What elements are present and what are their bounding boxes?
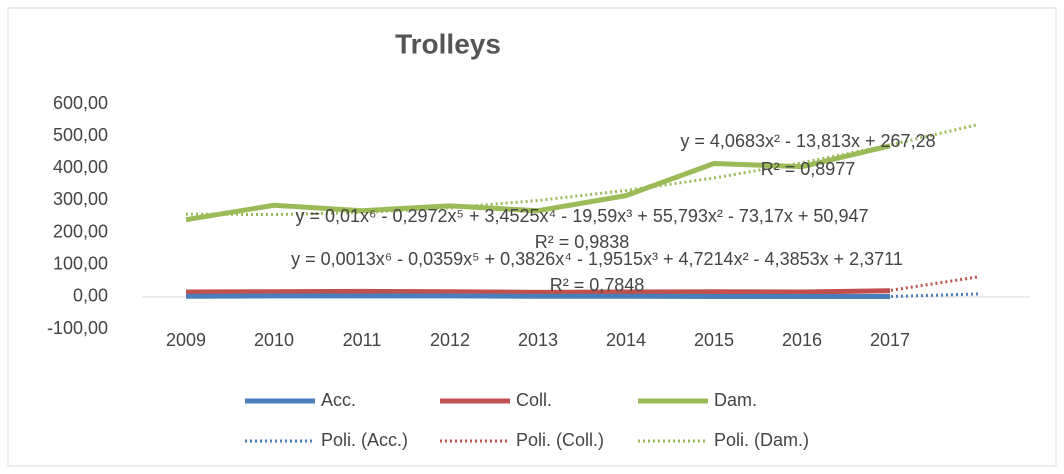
series-line <box>185 123 979 217</box>
legend-label: Poli. (Coll.) <box>516 430 604 450</box>
y-tick-label: 0,00 <box>73 286 108 306</box>
y-tick-label: 200,00 <box>53 221 108 241</box>
annotation: R² = 0,7848 <box>550 275 645 295</box>
x-tick-label: 2016 <box>782 330 822 350</box>
y-tick-label: -100,00 <box>47 318 108 338</box>
y-tick-label: 100,00 <box>53 253 108 273</box>
x-tick-label: 2010 <box>254 330 294 350</box>
series-line <box>185 275 979 294</box>
annotation: y = 0,0013x⁶ - 0,0359x⁵ + 0,3826x⁴ - 1,9… <box>291 249 903 269</box>
x-tick-label: 2011 <box>343 330 382 350</box>
x-tick-label: 2009 <box>166 330 206 350</box>
x-tick-label: 2014 <box>606 330 646 350</box>
legend-label: Acc. <box>321 390 356 410</box>
y-tick-label: 400,00 <box>53 157 108 177</box>
legend-label: Poli. (Acc.) <box>321 430 408 450</box>
chart-title: Trolleys <box>395 28 501 59</box>
annotation: R² = 0,8977 <box>761 159 856 179</box>
x-tick-label: 2015 <box>694 330 734 350</box>
legend-label: Dam. <box>714 390 757 410</box>
chart-border <box>7 7 1057 467</box>
series-line <box>185 292 979 299</box>
legend-label: Coll. <box>516 390 552 410</box>
x-tick-label: 2013 <box>518 330 558 350</box>
y-tick-label: 300,00 <box>53 189 108 209</box>
series-line <box>185 143 891 223</box>
legend-label: Poli. (Dam.) <box>714 430 809 450</box>
y-tick-label: 600,00 <box>53 93 108 113</box>
annotation: R² = 0,9838 <box>535 232 630 252</box>
x-tick-label: 2017 <box>870 330 910 350</box>
x-tick-label: 2012 <box>430 330 470 350</box>
y-tick-label: 500,00 <box>53 125 108 145</box>
annotation: y = 4,0683x² - 13,813x + 267,28 <box>680 131 935 151</box>
annotation: y = 0,01x⁶ - 0,2972x⁵ + 3,4525x⁴ - 19,59… <box>296 206 869 226</box>
